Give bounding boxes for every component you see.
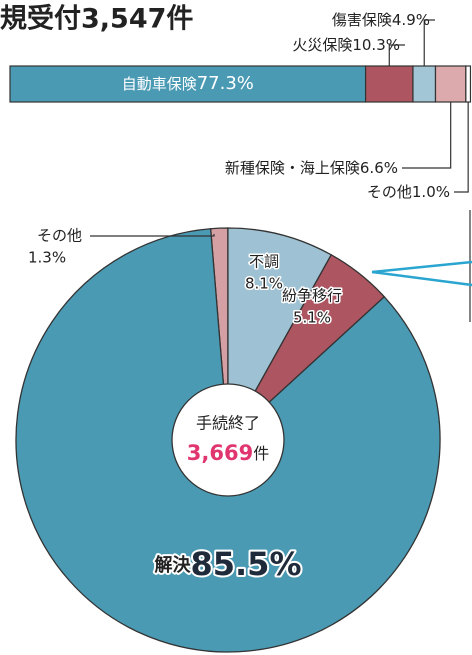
- leader-line: [90, 234, 215, 237]
- slice-name: その他: [37, 227, 82, 245]
- leader-line: [388, 44, 405, 66]
- slice-name: 紛争移行: [282, 287, 342, 305]
- center-total: 3,669件: [187, 441, 269, 465]
- center-value: 3,669: [187, 441, 253, 465]
- title: 規受付3,547件: [0, 3, 193, 35]
- segment-label-part: 自動車保険: [122, 75, 197, 93]
- segment-label-part: 10.3%: [352, 36, 400, 54]
- center-unit: 件: [253, 444, 269, 463]
- slice-value: 1.3%: [28, 249, 66, 267]
- slice-value: 8.1%: [245, 275, 283, 293]
- center-disc: [171, 383, 285, 497]
- pointer: [371, 260, 472, 274]
- segment-label-part: 77.3%: [197, 73, 254, 94]
- slice-value: 5.1%: [293, 309, 331, 327]
- segment-label: 自動車保険77.3%: [122, 73, 254, 94]
- leader-line: [454, 102, 469, 193]
- center-label: 手続終了: [196, 414, 260, 433]
- segment-label-part: 1.0%: [412, 183, 450, 201]
- segment-label-part: 新種保険・海上保険: [225, 159, 360, 177]
- segment-label: 傷害保険4.9%: [332, 11, 430, 29]
- segment-label-part: 火災保険: [292, 36, 352, 54]
- slice-name: 不調: [249, 253, 279, 271]
- segment-label: その他1.0%: [367, 183, 450, 201]
- slice-label: 解決85.5%: [154, 545, 301, 583]
- bar-segment: [412, 65, 437, 103]
- bar-segment: [465, 65, 472, 103]
- pointer: [371, 270, 472, 287]
- slice-value: 85.5%: [190, 545, 301, 583]
- segment-label-part: 傷害保険: [332, 11, 392, 29]
- segment-label-part: 6.6%: [360, 159, 398, 177]
- leader-line: [402, 102, 452, 169]
- bar-segment: [434, 65, 467, 103]
- segment-label: 新種保険・海上保険6.6%: [225, 159, 398, 177]
- pie-slice: [227, 227, 333, 443]
- bar-segment: [364, 65, 414, 103]
- segment-label-part: その他: [367, 183, 412, 201]
- slice-name: 解決: [154, 554, 191, 576]
- segment-label: 火災保険10.3%: [292, 36, 400, 54]
- leader-line: [423, 19, 435, 66]
- segment-label-part: 4.9%: [392, 11, 430, 29]
